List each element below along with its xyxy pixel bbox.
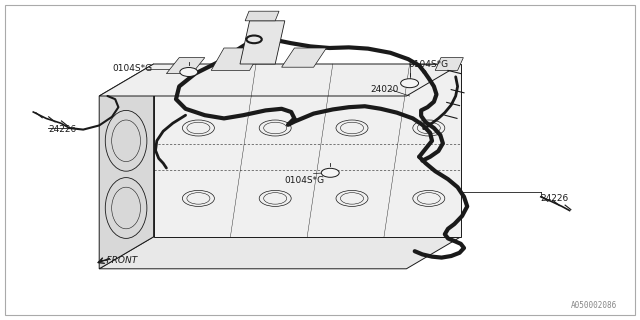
Polygon shape — [166, 58, 205, 74]
Text: 0104S*G: 0104S*G — [285, 176, 325, 185]
Polygon shape — [154, 64, 461, 237]
Circle shape — [321, 168, 339, 177]
Text: 24020: 24020 — [370, 85, 398, 94]
Polygon shape — [99, 64, 461, 96]
Polygon shape — [240, 21, 285, 64]
Circle shape — [180, 68, 198, 76]
Polygon shape — [282, 48, 326, 67]
Polygon shape — [245, 11, 279, 21]
Text: 0104S*G: 0104S*G — [408, 60, 449, 68]
Circle shape — [401, 79, 419, 88]
Polygon shape — [435, 58, 463, 70]
Polygon shape — [211, 48, 262, 70]
Text: 24226: 24226 — [541, 194, 569, 203]
Text: 0104S*G: 0104S*G — [112, 64, 152, 73]
Polygon shape — [99, 237, 461, 269]
Text: ←FRONT: ←FRONT — [99, 256, 138, 265]
Polygon shape — [99, 64, 154, 269]
Text: 24226: 24226 — [48, 125, 76, 134]
Text: A050002086: A050002086 — [572, 301, 618, 310]
